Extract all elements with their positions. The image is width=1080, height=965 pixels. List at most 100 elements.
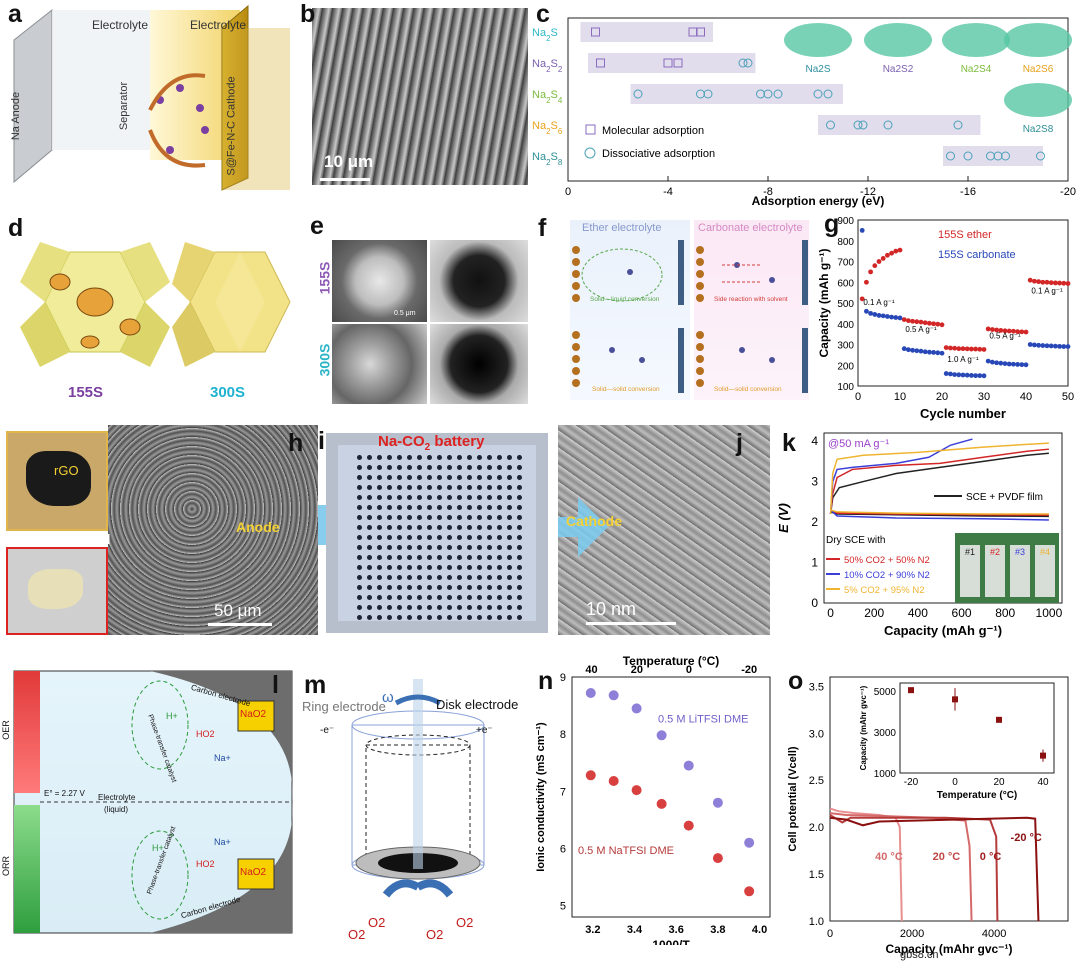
cathode-hole [486,505,492,510]
tick-label-g-x: 20 [936,391,948,403]
legend-k-pvdf: SCE + PVDF film [966,492,1043,503]
inset-bottle [1010,545,1030,597]
plot-frame-g [857,219,1069,387]
cathode-hole [396,455,402,460]
point-n [712,797,723,808]
cathode-hole [386,505,392,510]
eo-label: E° = 2.27 V [44,789,85,798]
tick-label-n-x: 4.0 [752,924,767,936]
dissociative-point [823,89,833,99]
cathode-hole [426,615,432,620]
cathode-hole [426,495,432,500]
point-g [939,350,945,356]
cathode-hole [426,505,432,510]
cathode-hole [396,535,402,540]
cathode-hole [386,455,392,460]
point-g [864,279,869,285]
cathode-hole [496,485,502,490]
tick-label-g-x: 30 [978,391,990,403]
point-g [964,372,970,378]
ho2-top: HO2 [196,729,215,739]
inset-bottle-label: #2 [990,547,1000,557]
cathode-hole [426,545,432,550]
chart-c: Na2S Na2S2 Na2S4 Na2S6 Na2S8 0 -4 -8 -12 -16 -20 Ad… [532,17,1076,208]
cathode-hole [486,475,492,480]
point-n [631,785,642,796]
xlabel-n: 1000/T [652,938,690,945]
cathode-hole [396,525,402,530]
molecule-slab [784,23,852,57]
cathode-hole [396,565,402,570]
cathode-hole [376,495,382,500]
cathode-hole [456,465,462,470]
point-g [922,320,928,326]
na-plus-top: Na+ [214,753,231,763]
arrow-into-j [558,497,608,557]
sem-155s [332,240,427,322]
cathode-hole [516,595,522,600]
cathode-hole [516,575,522,580]
cathode-hole [376,565,382,570]
cathode-hole [356,565,362,570]
cathode-hole [406,515,412,520]
dissociative-point [858,120,868,130]
cathode-hole [426,585,432,590]
cathode-hole [366,485,372,490]
point-g [973,346,978,352]
cathode-hole [446,605,452,610]
point-g [906,347,911,353]
cathode-hole [406,495,412,500]
inset-tick-y: 3000 [874,728,897,739]
electrolyte-label: Electrolyte [98,793,136,802]
point-g [889,314,894,320]
panel-l-illustration [13,670,293,934]
sem-anode-image [108,425,318,635]
cathode-hole [416,455,422,460]
point-g [868,310,873,316]
cathode-hole [456,595,462,600]
cathode-hole [486,485,492,490]
cathode-hole [516,475,522,480]
cathode-hole [376,555,382,560]
legend-n-li: 0.5 M LiTFSI DME [658,714,748,726]
point-g [880,313,886,319]
cathode-hole [496,535,502,540]
inset-xlabel: Temperature (°C) [937,790,1018,801]
panel-k: k 0 200 400 600 800 1000 0 1 2 3 4 Capacity (mAh g⁻… [772,425,1080,653]
tick-label-n-y: 5 [560,901,566,913]
cathode-hole [496,615,502,620]
point-g [1032,278,1037,284]
cathode-hole [506,485,512,490]
cathode-hole [446,525,452,530]
inset-bottle-label: #4 [1040,547,1050,557]
cathode-hole [406,485,412,490]
cathode-hole [496,605,502,610]
cathode-hole [376,475,382,480]
top-right-caption: Side reaction with solvent [714,296,788,303]
panel-label-h: h [288,429,304,457]
cathode-hole [386,575,392,580]
tem-155s [430,240,528,322]
point-g [885,314,890,319]
dissociative-point [883,120,893,130]
cathode-hole [446,505,452,510]
cathode-hole [356,515,362,520]
species-label-c: Na2S [532,27,558,43]
o2-1: O2 [348,927,366,942]
inset-bottle [960,545,980,597]
xlabel-k: Capacity (mAh g⁻¹) [884,623,1002,638]
cathode-hole [446,535,452,540]
cathode-hole [496,595,502,600]
molecular-point [673,58,683,68]
panel-l: l OER ORR Carbon electrode Carbon electr… [0,665,300,935]
cathode-hole [356,525,362,530]
panel-label-b: b [300,0,316,28]
point-g [981,373,987,379]
point-g [994,360,999,366]
cathode-hole-grid [354,453,524,623]
point-g [931,349,936,355]
cathode-hole [446,475,452,480]
cathode-hole [456,475,462,480]
cathode-hole [406,455,412,460]
point-n [608,776,619,786]
